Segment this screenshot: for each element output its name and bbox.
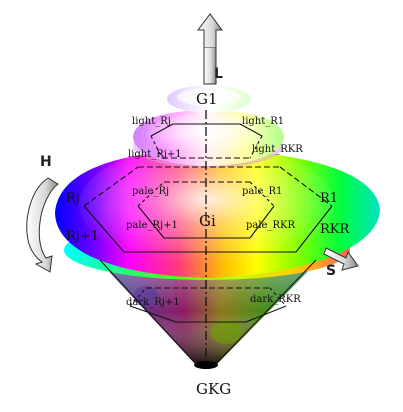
dark-left-label: dark_Rj+1 bbox=[126, 297, 180, 308]
light-left-second-label: light_Rj+1 bbox=[128, 149, 182, 160]
saturation-letter: S bbox=[326, 263, 336, 279]
hue-rotation-arrow-icon bbox=[26, 177, 59, 273]
outer-left-top-label: Rj bbox=[66, 191, 80, 206]
pale-polygon bbox=[137, 181, 275, 239]
hue-letter: H bbox=[40, 154, 52, 170]
light-left-top-label: light_Rj bbox=[132, 116, 171, 127]
light-right-top-label: light_R1 bbox=[242, 116, 284, 127]
outer-right-top-label: R1 bbox=[320, 191, 338, 206]
dark-right-label: dark_RKR bbox=[250, 294, 301, 305]
light-polygon bbox=[150, 123, 263, 159]
top-apex-label: G1 bbox=[196, 90, 218, 108]
pale-left-top-label: pale_Rj bbox=[132, 186, 169, 197]
center-label: Gi bbox=[199, 212, 216, 230]
outer-hue-disc bbox=[55, 145, 380, 280]
outer-right-second-label: RKR bbox=[320, 222, 351, 237]
dark-polygon bbox=[129, 287, 287, 323]
cone-edges bbox=[99, 259, 317, 367]
lightness-arrow-icon bbox=[197, 13, 223, 85]
outer-left-second-label: Rj+1 bbox=[66, 229, 99, 244]
saturation-arrow-icon bbox=[323, 247, 359, 271]
light-right-second-label: light_RKR bbox=[252, 144, 303, 155]
pale-left-second-label: pale_Rj+1 bbox=[126, 220, 178, 231]
bottom-apex-label: GKG bbox=[196, 380, 231, 398]
lightness-letter: L bbox=[214, 66, 223, 82]
top-disc bbox=[167, 85, 251, 113]
pale-right-second-label: pale_RKR bbox=[246, 220, 295, 231]
pale-right-top-label: pale_R1 bbox=[242, 186, 282, 197]
outer-polygon bbox=[83, 166, 333, 253]
